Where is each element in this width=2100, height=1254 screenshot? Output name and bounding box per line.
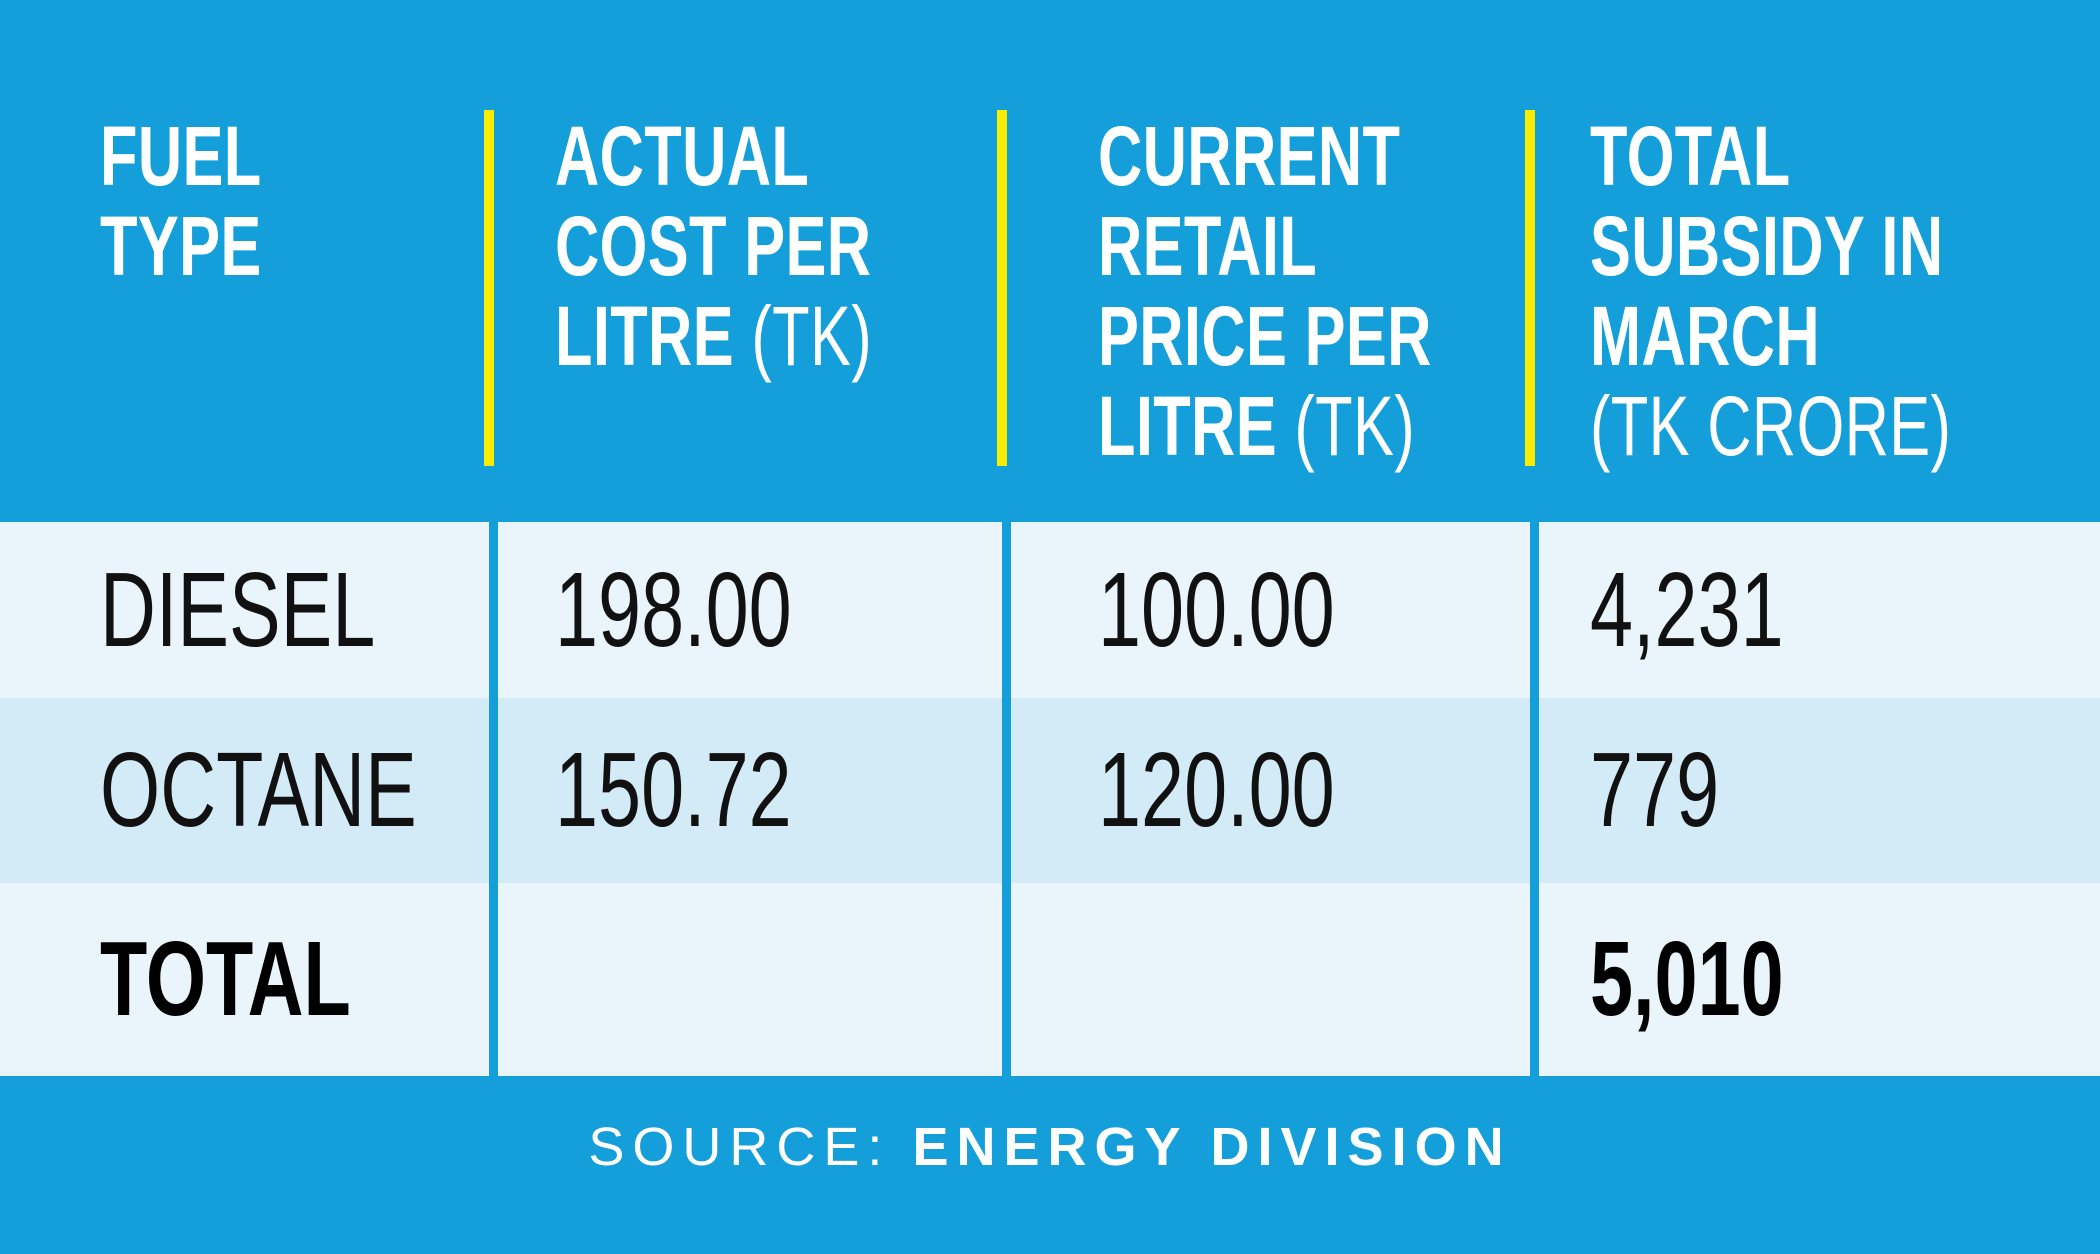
header-cell-subsidy: TOTAL SUBSIDY IN MARCH (TK CRORE) [1525,0,2100,522]
source-label: SOURCE: [588,1117,891,1177]
cell-diesel-subsidy: 4,231 [1530,522,2100,698]
cell-total-fuel-type: TOTAL [0,883,489,1076]
table-row-total: TOTAL 5,010 [0,883,2100,1076]
header-cell-retail-price: CURRENT RETAIL PRICE PER LITRE (TK) [997,0,1530,522]
table-body: DIESEL 198.00 100.00 4,231 OCTANE 150.72 120.0… [0,522,2100,1076]
cell-diesel-fuel-type: DIESEL [0,522,489,698]
table-row-octane: OCTANE 150.72 120.00 779 [0,698,2100,883]
header-line: TYPE [100,198,262,293]
cell-octane-retail-price: 120.00 [1002,698,1530,883]
header-line: FUEL [100,109,262,203]
header-text: CURRENT RETAIL PRICE PER LITRE (TK) [1098,109,1432,473]
header-line: COST PER [555,198,872,293]
table-header: FUEL TYPE ACTUAL COST PER LITRE (TK) CURRENT R… [0,0,2100,522]
cell-text: 150.72 [555,731,792,849]
source-value: ENERGY DIVISION [912,1117,1512,1177]
cell-text: 100.00 [1098,550,1335,669]
header-cell-fuel-type: FUEL TYPE [0,0,489,522]
header-line: SUBSIDY IN [1590,198,1944,293]
header-text: FUEL TYPE [100,109,262,293]
header-unit: (TK) [751,288,873,383]
cell-octane-actual-cost: 150.72 [489,698,1002,883]
header-unit: (TK CRORE) [1590,378,1952,473]
cell-text: 5,010 [1590,920,1784,1038]
header-line: MARCH [1590,288,1821,383]
cell-total-actual-cost [489,883,1002,1076]
cell-total-retail-price [1002,883,1530,1076]
cell-text: TOTAL [100,920,351,1038]
cell-total-subsidy: 5,010 [1530,883,2100,1076]
header-text: TOTAL SUBSIDY IN MARCH (TK CRORE) [1590,109,1952,473]
header-unit: (TK) [1294,378,1416,473]
cell-text: DIESEL [100,550,376,669]
source-bar: SOURCE: ENERGY DIVISION [0,1076,2100,1254]
header-line: ACTUAL [555,109,810,203]
header-line: PRICE PER [1098,288,1432,383]
header-line: LITRE (TK) [1098,378,1416,473]
header-line: LITRE (TK) [555,288,873,383]
cell-diesel-actual-cost: 198.00 [489,522,1002,698]
header-cell-actual-cost: ACTUAL COST PER LITRE (TK) [484,0,1002,522]
header-line: TOTAL [1590,109,1791,203]
header-line: RETAIL [1098,198,1318,293]
header-text: ACTUAL COST PER LITRE (TK) [555,109,873,383]
cell-octane-fuel-type: OCTANE [0,698,489,883]
cell-octane-subsidy: 779 [1530,698,2100,883]
cell-text: 4,231 [1590,550,1784,669]
table-row-diesel: DIESEL 198.00 100.00 4,231 [0,522,2100,698]
cell-text: OCTANE [100,731,417,849]
header-line: CURRENT [1098,109,1401,203]
cell-diesel-retail-price: 100.00 [1002,522,1530,698]
cell-text: 779 [1590,731,1720,849]
cell-text: 198.00 [555,550,792,669]
cell-text: 120.00 [1098,731,1335,849]
